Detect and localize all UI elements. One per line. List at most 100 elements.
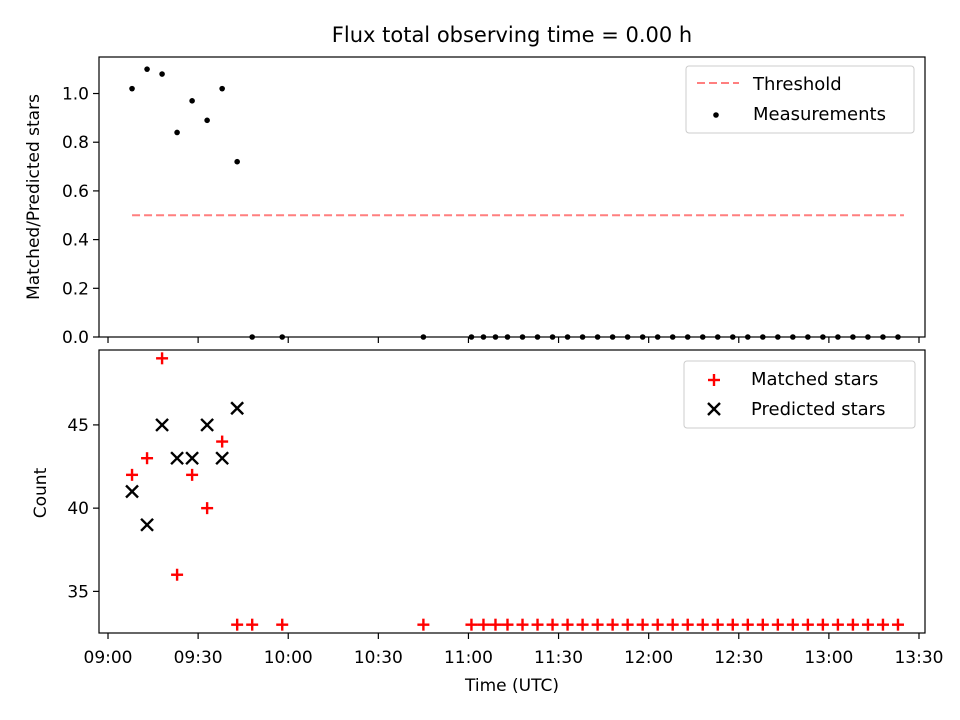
x-tick-label: 10:00 xyxy=(264,648,313,668)
matched-stars-point xyxy=(171,568,184,581)
matched-stars-point xyxy=(741,618,754,631)
predicted-stars-point xyxy=(140,517,154,532)
bottom-legend: Matched stars Predicted stars xyxy=(683,360,916,429)
matched-stars-point xyxy=(816,618,829,631)
legend-matched-swatch xyxy=(708,374,720,386)
y-tick-label: 0.0 xyxy=(62,328,89,348)
matched-stars-point xyxy=(771,618,784,631)
y-tick-label: 1.0 xyxy=(62,85,89,105)
predicted-stars-point xyxy=(170,451,184,466)
legend-measurements-label: Measurements xyxy=(753,104,886,125)
matched-stars-point xyxy=(126,468,139,481)
matched-stars-point xyxy=(477,618,490,631)
bottom-ylabel: Count xyxy=(31,467,51,518)
matched-stars-point xyxy=(636,618,649,631)
matched-stars-point xyxy=(201,502,214,515)
bottom-legend-box xyxy=(683,360,916,429)
top-y-ticks: 0.0 0.2 0.4 0.6 0.8 1.0 xyxy=(62,85,99,348)
top-axes-frame xyxy=(98,56,926,338)
matched-stars-point xyxy=(696,618,709,631)
legend-predicted-label: Predicted stars xyxy=(751,399,885,420)
bottom-y-ticks: 35 40 45 xyxy=(67,416,99,602)
matched-stars-point xyxy=(141,452,154,465)
matched-stars-point xyxy=(711,618,724,631)
predicted-stars-point xyxy=(125,484,139,499)
matched-stars-point xyxy=(561,618,574,631)
matched-stars-point xyxy=(876,618,889,631)
matched-stars-point xyxy=(801,618,814,631)
matched-stars-point xyxy=(246,618,259,631)
matched-stars-point xyxy=(666,618,679,631)
measurement-point xyxy=(174,129,180,136)
top-subplot: Flux total observing time = 0.00 h Match… xyxy=(24,23,926,348)
top-legend: Threshold Measurements xyxy=(685,65,915,134)
predicted-stars-point xyxy=(230,401,245,416)
x-tick-label: 13:30 xyxy=(894,648,943,668)
matched-stars-point xyxy=(231,618,244,631)
predicted-stars-point xyxy=(155,418,169,432)
bottom-xlabel: Time (UTC) xyxy=(464,676,559,696)
measurement-point xyxy=(234,158,240,165)
matched-stars-point xyxy=(216,435,229,448)
x-tick-label: 09:00 xyxy=(84,648,133,668)
matched-stars-point xyxy=(417,618,430,631)
matched-stars-point xyxy=(786,618,799,631)
x-tick-label: 09:30 xyxy=(174,648,223,668)
legend-matched-label: Matched stars xyxy=(751,369,878,390)
y-tick-label: 0.4 xyxy=(62,231,89,251)
x-tick-label: 13:00 xyxy=(804,648,853,668)
measurement-point xyxy=(219,85,225,92)
top-ylabel: Matched/Predicted stars xyxy=(24,94,44,300)
matched-stars-point xyxy=(891,618,904,631)
y-tick-label: 40 xyxy=(67,499,89,519)
matched-stars-point xyxy=(651,618,664,631)
y-tick-label: 0.2 xyxy=(62,279,89,299)
matched-stars-point xyxy=(156,352,169,365)
matched-stars-point xyxy=(861,618,874,631)
bottom-x-ticks: 09:00 09:30 10:00 10:30 11:00 11:30 12:00 12:30… xyxy=(84,633,943,668)
matched-stars-point xyxy=(501,618,514,631)
y-tick-label: 0.8 xyxy=(62,133,89,153)
predicted-stars-point xyxy=(215,451,229,466)
matched-stars-point xyxy=(576,618,589,631)
x-tick-label: 12:30 xyxy=(714,648,763,668)
bottom-marks xyxy=(125,352,904,631)
bottom-axes-frame xyxy=(98,349,926,634)
matched-stars-point xyxy=(606,618,619,631)
legend-measurements-swatch xyxy=(713,112,719,118)
x-tick-label: 11:30 xyxy=(534,648,583,668)
measurement-point xyxy=(144,66,150,72)
legend-threshold-label: Threshold xyxy=(752,74,842,95)
matched-stars-point xyxy=(465,618,478,631)
y-tick-label: 35 xyxy=(67,582,89,602)
predicted-stars-point xyxy=(200,418,214,432)
y-tick-label: 45 xyxy=(67,416,89,436)
matched-stars-point xyxy=(846,618,859,631)
matched-stars-point xyxy=(591,618,604,631)
matched-stars-point xyxy=(831,618,844,631)
predicted-stars-point xyxy=(185,451,199,466)
matched-stars-point xyxy=(489,618,502,631)
matched-stars-point xyxy=(681,618,694,631)
matched-stars-point xyxy=(516,618,529,631)
bottom-subplot: Count Time (UTC) 35 40 45 09:00 09:30 10:00 1… xyxy=(31,349,943,696)
matched-stars-point xyxy=(621,618,634,631)
y-tick-label: 0.6 xyxy=(62,182,89,202)
top-title: Flux total observing time = 0.00 h xyxy=(332,23,692,47)
measurement-point xyxy=(189,98,195,104)
matched-stars-point xyxy=(186,468,199,481)
matched-stars-point xyxy=(546,618,559,631)
matched-stars-point xyxy=(756,618,769,631)
matched-stars-point xyxy=(726,618,739,631)
x-tick-label: 12:00 xyxy=(624,648,673,668)
top-legend-box xyxy=(685,65,915,134)
measurement-point xyxy=(204,117,210,124)
matched-stars-point xyxy=(531,618,544,631)
measurement-point xyxy=(159,71,165,77)
x-tick-label: 10:30 xyxy=(354,648,403,668)
matched-stars-point xyxy=(276,618,289,631)
measurement-point xyxy=(129,85,135,92)
top-x-ticks xyxy=(107,337,920,343)
x-tick-label: 11:00 xyxy=(444,648,493,668)
